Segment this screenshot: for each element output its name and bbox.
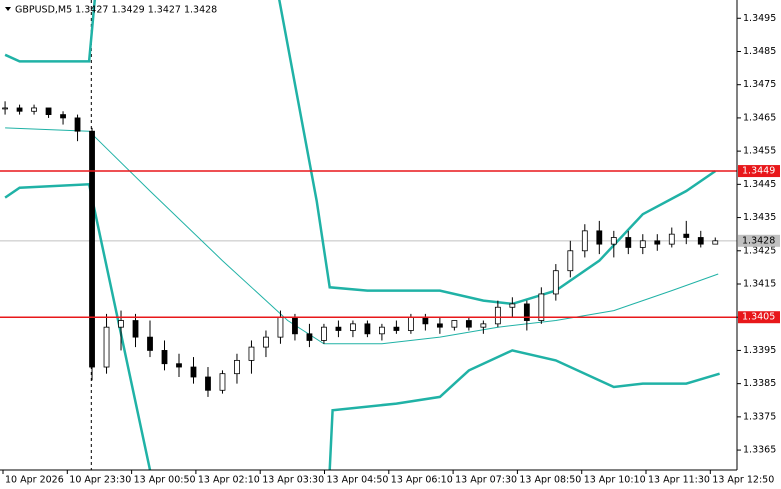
x-tick-label: 13 Apr 07:30 bbox=[455, 475, 517, 486]
level-label-box bbox=[738, 165, 780, 178]
candle-body bbox=[176, 363, 182, 368]
y-tick-label: 1.3455 bbox=[743, 146, 776, 157]
candle-body bbox=[480, 323, 487, 328]
candle-body bbox=[205, 376, 211, 391]
candle-body bbox=[350, 323, 356, 331]
candle-body bbox=[263, 336, 269, 348]
y-tick-label: 1.3465 bbox=[743, 112, 776, 123]
y-tick-label: 1.3435 bbox=[743, 212, 776, 223]
x-tick-label: 13 Apr 08:50 bbox=[519, 475, 581, 486]
candle-body bbox=[407, 316, 414, 331]
candle-body bbox=[292, 316, 298, 335]
menu-arrow[interactable] bbox=[5, 7, 11, 11]
y-tick-label: 1.3385 bbox=[743, 378, 776, 389]
x-tick-label: 13 Apr 04:50 bbox=[327, 475, 389, 486]
candle-body bbox=[494, 306, 501, 325]
candle-body bbox=[422, 316, 429, 325]
level-label-box bbox=[738, 311, 780, 324]
y-tick-label: 1.3395 bbox=[743, 345, 776, 356]
candle-body bbox=[436, 323, 443, 328]
candle-body bbox=[379, 326, 385, 335]
candle-body bbox=[16, 107, 23, 112]
candle-body bbox=[509, 303, 516, 308]
x-tick-label: 13 Apr 03:30 bbox=[262, 475, 324, 486]
candle-body bbox=[60, 114, 66, 119]
candle-body bbox=[712, 240, 719, 245]
candle-body bbox=[147, 336, 153, 351]
level-label: 1.3405 bbox=[742, 312, 775, 323]
candle-body bbox=[625, 237, 632, 248]
x-tick-label: 13 Apr 10:10 bbox=[584, 475, 646, 486]
y-tick-label: 1.3365 bbox=[743, 445, 776, 456]
candle-body bbox=[234, 359, 240, 375]
y-tick-label: 1.3495 bbox=[743, 13, 776, 24]
level-label: 1.3449 bbox=[742, 166, 775, 177]
candle-body bbox=[683, 233, 690, 238]
candle-body bbox=[2, 107, 8, 110]
candle-body bbox=[465, 320, 472, 328]
candle-body bbox=[74, 117, 81, 132]
candle-body bbox=[639, 240, 646, 248]
x-tick-label: 13 Apr 12:50 bbox=[712, 475, 774, 486]
candle-body bbox=[538, 293, 545, 321]
candle-body bbox=[132, 320, 139, 338]
candle-body bbox=[393, 326, 400, 331]
candle-body bbox=[335, 326, 342, 331]
candle-body bbox=[45, 107, 52, 115]
candle-body bbox=[219, 373, 226, 391]
x-tick-label: 13 Apr 00:50 bbox=[134, 475, 196, 486]
candle-body bbox=[31, 107, 37, 112]
candle-body bbox=[103, 326, 110, 368]
band-line bbox=[5, 127, 719, 345]
x-tick-label: 13 Apr 02:10 bbox=[198, 475, 260, 486]
candle-body bbox=[118, 320, 124, 328]
x-tick-label: 10 Apr 23:30 bbox=[69, 475, 131, 486]
candle-body bbox=[248, 346, 255, 361]
candle-body bbox=[190, 366, 197, 378]
candle-body bbox=[306, 333, 313, 341]
candle-body bbox=[321, 326, 327, 341]
y-tick-label: 1.3425 bbox=[743, 245, 776, 256]
y-tick-label: 1.3475 bbox=[743, 79, 776, 90]
candle-body bbox=[567, 250, 574, 272]
candle-body bbox=[523, 303, 530, 321]
candle-body bbox=[581, 230, 588, 252]
candle-body bbox=[654, 240, 661, 245]
candle-body bbox=[610, 237, 617, 245]
candle-body bbox=[451, 320, 458, 328]
candle-body bbox=[277, 316, 284, 338]
y-tick-label: 1.3415 bbox=[743, 278, 776, 289]
plot-area bbox=[0, 0, 737, 470]
candle-body bbox=[364, 323, 371, 335]
chart-title: GBPUSD,M5 1.3427 1.3429 1.3427 1.3428 bbox=[15, 5, 217, 16]
y-tick-label: 1.3445 bbox=[743, 179, 776, 190]
candle-body bbox=[668, 233, 675, 245]
last-price-box bbox=[738, 234, 780, 247]
x-tick-label: 13 Apr 06:10 bbox=[391, 475, 453, 486]
y-tick-label: 1.3485 bbox=[743, 46, 776, 57]
y-tick-label: 1.3375 bbox=[743, 411, 776, 422]
candle-body bbox=[161, 350, 168, 365]
candle-body bbox=[596, 230, 603, 245]
candle-body bbox=[89, 130, 95, 368]
x-tick-label: 10 Apr 2026 bbox=[5, 475, 64, 486]
last-price-label: 1.3428 bbox=[742, 235, 775, 246]
x-tick-label: 13 Apr 11:30 bbox=[648, 475, 710, 486]
candle-body bbox=[697, 237, 704, 245]
candle-body bbox=[552, 270, 559, 295]
